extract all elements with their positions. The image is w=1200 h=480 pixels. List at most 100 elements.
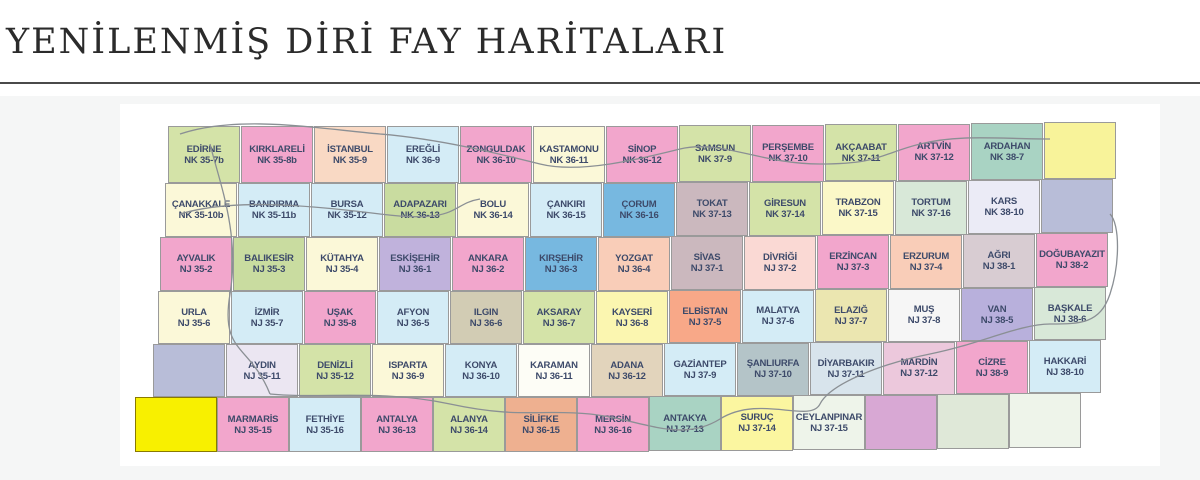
sheet-name: MALATYA bbox=[756, 305, 800, 317]
map-sheet--orum: ÇORUM NK 36-16 bbox=[603, 183, 675, 237]
sheet-name: AFYON bbox=[396, 306, 430, 318]
sheet-name: AKSARAY bbox=[536, 306, 582, 318]
map-sheet-empty bbox=[865, 394, 937, 450]
sheet-code: NK 38-7 bbox=[990, 151, 1024, 163]
sheet-code: NK 37-16 bbox=[911, 207, 951, 219]
sheet-code: NK 37-13 bbox=[692, 209, 732, 221]
sheet-name: TORTUM bbox=[911, 196, 951, 208]
sheet-code: NK 36-10 bbox=[476, 154, 516, 166]
map-sheet-empty bbox=[1044, 122, 1116, 180]
sheet-name: KARAMAN bbox=[530, 359, 578, 371]
sheet-code: NJ 36-7 bbox=[542, 317, 576, 329]
sheet-name: BAŞKALE bbox=[1047, 302, 1093, 314]
sheet-name: TOKAT bbox=[696, 198, 728, 210]
map-sheet-urla: URLA NJ 35-6 bbox=[158, 291, 230, 344]
sheet-code: NJ 38-5 bbox=[980, 314, 1014, 326]
sheet-code: NJ 36-9 bbox=[391, 370, 425, 382]
map-sheet-ere-li-: EREĞLİ NK 36-9 bbox=[387, 126, 459, 183]
map-sheet-trabzon: TRABZON NK 37-15 bbox=[822, 181, 894, 236]
sheet-name: ALANYA bbox=[450, 413, 488, 425]
sheet-code: NJ 38-1 bbox=[982, 261, 1016, 272]
sheet-name: AĞRI bbox=[987, 250, 1011, 261]
map-sheet-ba-kale: BAŞKALE NJ 38-6 bbox=[1034, 287, 1106, 341]
sheet-name: ESKİŞEHİR bbox=[390, 253, 440, 264]
map-sheet-index: EDİRNE NK 35-7b KIRKLARELİ NK 35-8b İSTANBUL… bbox=[120, 104, 1160, 466]
sheet-name: AYVALIK bbox=[176, 253, 216, 264]
sheet-code: NJ 36-15 bbox=[522, 424, 560, 436]
map-sheet-adapazari: ADAPAZARI NK 36-13 bbox=[384, 183, 456, 237]
map-sheet-suru-: SURUÇ NJ 37-14 bbox=[721, 395, 793, 451]
map-sheet-isparta: ISPARTA NJ 36-9 bbox=[372, 344, 444, 397]
sheet-code: NJ 37-1 bbox=[690, 263, 724, 275]
map-sheet-ci-zre: CİZRE NJ 38-9 bbox=[956, 341, 1028, 394]
map-sheet-aydin: AYDIN NJ 35-11 bbox=[226, 344, 298, 397]
sheet-code: NJ 36-5 bbox=[396, 317, 430, 329]
sheet-name: KÜTAHYA bbox=[320, 253, 364, 264]
map-sheet-ayvalik: AYVALIK NJ 35-2 bbox=[160, 237, 232, 291]
sheet-code: NJ 37-6 bbox=[761, 316, 795, 328]
sheet-code: NK 37-10 bbox=[768, 153, 808, 165]
sheet-name: ARTVİN bbox=[916, 141, 952, 153]
map-sheet-di-vri-i-: DİVRİĞİ NJ 37-2 bbox=[744, 235, 816, 290]
sheet-code: NJ 37-8 bbox=[907, 315, 941, 327]
map-sheet-edi-rne: EDİRNE NK 35-7b bbox=[168, 126, 240, 183]
page-title: YENİLENMİŞ DİRİ FAY HARİTALARI bbox=[6, 22, 728, 62]
map-sheet-do-ubayazit: DOĞUBAYAZIT NJ 38-2 bbox=[1036, 233, 1108, 288]
map-sheet-elazi-: ELAZIĞ NJ 37-7 bbox=[815, 289, 887, 343]
map-sheet-empty bbox=[937, 394, 1009, 449]
sheet-code: NJ 35-16 bbox=[306, 424, 344, 436]
sheet-name: FETHİYE bbox=[305, 413, 345, 425]
sheet-name: ÇANAKKALE bbox=[171, 199, 231, 210]
sheet-code: NJ 36-12 bbox=[608, 370, 646, 382]
sheet-code: NJ 37-15 bbox=[810, 422, 848, 434]
map-sheet-empty bbox=[1041, 179, 1113, 234]
sheet-name: İZMİR bbox=[254, 306, 280, 318]
map-sheet--ankiri: ÇANKIRI NK 36-15 bbox=[530, 183, 602, 237]
sheet-code: NJ 36-14 bbox=[450, 424, 488, 436]
sheet-code: NJ 37-13 bbox=[666, 423, 704, 435]
sheet-code: NK 37-12 bbox=[914, 152, 954, 164]
map-sheet-erzurum: ERZURUM NJ 37-4 bbox=[890, 234, 962, 289]
map-sheet-balikesi-r: BALIKESİR NJ 35-3 bbox=[233, 237, 305, 291]
sheet-code: NJ 36-8 bbox=[615, 317, 649, 329]
map-sheet-kir-ehi-r: KIRŞEHİR NJ 36-3 bbox=[525, 237, 597, 291]
sheet-code: NJ 37-3 bbox=[836, 262, 870, 274]
sheet-code: NK 35-10b bbox=[178, 210, 224, 221]
map-sheet-si-nop: SİNOP NK 36-12 bbox=[606, 126, 678, 183]
sheet-name: ANKARA bbox=[468, 253, 508, 264]
sheet-name: SİLİFKE bbox=[523, 413, 559, 425]
sheet-code: NJ 36-1 bbox=[398, 264, 432, 275]
map-sheet-tortum: TORTUM NK 37-16 bbox=[895, 180, 967, 235]
sheet-name: AKÇAABAT bbox=[835, 141, 887, 153]
map-sheet-kayseri-: KAYSERİ NJ 36-8 bbox=[596, 291, 668, 344]
map-sheet-si-vas: SİVAS NJ 37-1 bbox=[671, 236, 743, 291]
sheet-code: NJ 37-7 bbox=[834, 315, 868, 327]
sheet-code: NK 36-11 bbox=[549, 154, 589, 166]
sheet-name: TRABZON bbox=[835, 197, 881, 209]
sheet-name: MARMARİS bbox=[227, 413, 279, 425]
sheet-code: NJ 35-6 bbox=[177, 317, 211, 329]
sheet-name: MERSİN bbox=[595, 413, 631, 425]
map-sheet-u-ak: UŞAK NJ 35-8 bbox=[304, 291, 376, 344]
map-sheet-adana: ADANA NJ 36-12 bbox=[591, 344, 663, 397]
sheet-code: NJ 36-4 bbox=[617, 264, 651, 275]
sheet-code: NJ 35-3 bbox=[252, 264, 286, 275]
sheet-name: KASTAMONU bbox=[539, 143, 599, 155]
sheet-code: NK 35-11b bbox=[251, 210, 297, 221]
map-sheet-k-tahya: KÜTAHYA NJ 35-4 bbox=[306, 237, 378, 291]
sheet-name: EREĞLİ bbox=[405, 143, 441, 155]
sheet-code: NJ 35-2 bbox=[179, 264, 213, 275]
map-sheet-afyon: AFYON NJ 36-5 bbox=[377, 291, 449, 344]
map-sheet-artvi-n: ARTVİN NK 37-12 bbox=[898, 123, 970, 181]
sheet-code: NK 36-12 bbox=[622, 154, 662, 166]
sheet-name: MARDİN bbox=[900, 357, 938, 369]
sheet-name: YOZGAT bbox=[615, 253, 653, 264]
map-sheet-konya: KONYA NJ 36-10 bbox=[445, 344, 517, 397]
sheet-code: NJ 37-11 bbox=[827, 368, 865, 380]
map-sheet-bursa: BURSA NK 35-12 bbox=[311, 183, 383, 237]
map-sheet-karaman: KARAMAN NJ 36-11 bbox=[518, 344, 590, 397]
sheet-code: NJ 37-2 bbox=[763, 262, 797, 274]
sheet-name: ERZURUM bbox=[902, 250, 950, 262]
map-sheet-ardahan: ARDAHAN NK 38-7 bbox=[971, 123, 1043, 180]
sheet-name: MUŞ bbox=[913, 304, 935, 316]
